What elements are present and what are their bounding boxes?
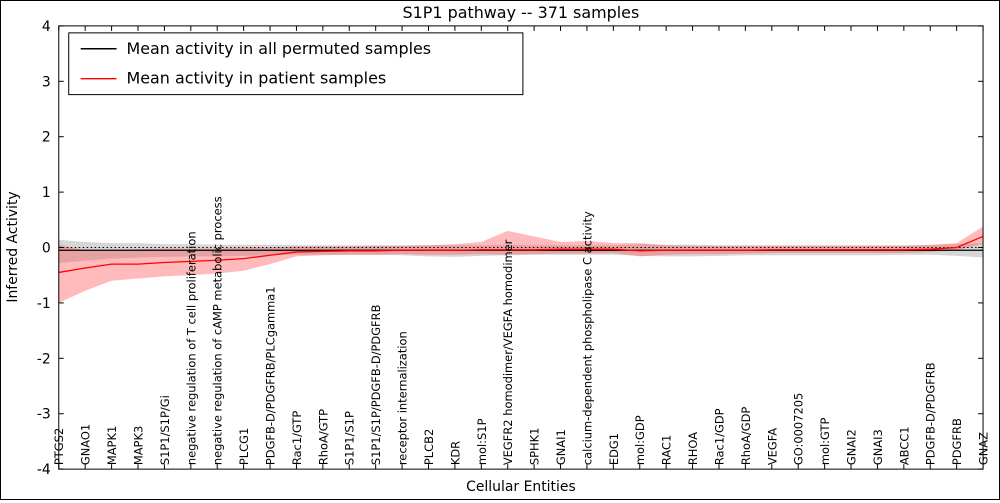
y-axis-label: Inferred Activity: [5, 191, 21, 302]
x-tick-label: PDGFRB: [950, 418, 964, 465]
x-tick-label: MAPK1: [105, 426, 119, 465]
x-tick-label: receptor internalization: [396, 331, 410, 465]
legend-box: [68, 32, 524, 96]
x-tick-label: GNAO1: [79, 424, 93, 465]
x-axis-label: Cellular Entities: [466, 479, 576, 495]
legend: Mean activity in all permuted samples Me…: [68, 32, 524, 96]
y-tick-label: 4: [42, 19, 51, 35]
x-tick-label: GNAI1: [554, 429, 568, 465]
x-tick-label: calcium-dependent phospholipase C activi…: [580, 211, 594, 465]
y-tick-label: -2: [37, 351, 51, 367]
x-tick-label: GNAI3: [871, 429, 885, 465]
y-tick-label: -1: [37, 296, 51, 312]
chart-title: S1P1 pathway -- 371 samples: [403, 3, 640, 22]
y-tick-label: -3: [37, 407, 51, 423]
y-tick-label: -4: [37, 462, 51, 478]
x-tick-label: PLCG1: [237, 428, 251, 465]
x-tick-label: negative regulation of cAMP metabolic pr…: [211, 196, 225, 465]
x-tick-label: VEGFA: [765, 428, 779, 465]
x-tick-label: mol:S1P: [475, 418, 489, 465]
confidence-band-permuted: [58, 239, 984, 264]
x-tick-label: S1P1/S1P: [343, 411, 357, 465]
x-tick-label: mol:GTP: [818, 418, 832, 466]
x-tick-label: MAPK3: [131, 426, 145, 465]
x-tick-label: ABCC1: [897, 426, 911, 465]
x-tick-label: RAC1: [660, 435, 674, 465]
x-tick-label: PLCB2: [422, 429, 436, 465]
mean-line-patient: [58, 235, 984, 274]
x-tick-label: GO:0007205: [792, 393, 806, 465]
plot-frame: [58, 25, 984, 470]
x-tick-label: RhoA/GDP: [739, 407, 753, 466]
x-tick-label: negative regulation of T cell proliferat…: [184, 231, 198, 465]
y-tick-label: 3: [42, 74, 51, 90]
legend-label-permuted: Mean activity in all permuted samples: [127, 39, 432, 58]
x-tick-label: RhoA/GTP: [316, 409, 330, 465]
x-tick-label: Rac1/GDP: [712, 408, 726, 465]
x-tick-label: S1P1/S1P/Gi: [158, 395, 172, 465]
x-tick-label: EDG1: [607, 433, 621, 465]
x-tick-label: KDR: [448, 441, 462, 465]
x-tick-label: PDGFB-D/PDGFRB: [924, 362, 938, 465]
confidence-band-patient: [58, 226, 984, 303]
y-tick-label: 2: [42, 130, 51, 146]
x-tick-label: VEGFR2 homodimer/VEGFA homodimer: [501, 239, 515, 465]
x-tick-label: SPHK1: [528, 428, 542, 466]
x-tick-label: Rac1/GTP: [290, 411, 304, 466]
x-tick-label: RHOA: [686, 432, 700, 465]
y-tick-label: 1: [42, 185, 51, 201]
x-tick-label: PDGFB-D/PDGFRB/PLCgamma1: [264, 286, 278, 465]
x-tick-label: S1P1/S1P/PDGFB-D/PDGFRB: [369, 304, 383, 465]
y-tick-label: 0: [42, 240, 51, 256]
x-tick-label: GNAI2: [845, 429, 859, 465]
legend-label-patient: Mean activity in patient samples: [127, 69, 387, 88]
x-tick-label: mol:GDP: [633, 415, 647, 465]
